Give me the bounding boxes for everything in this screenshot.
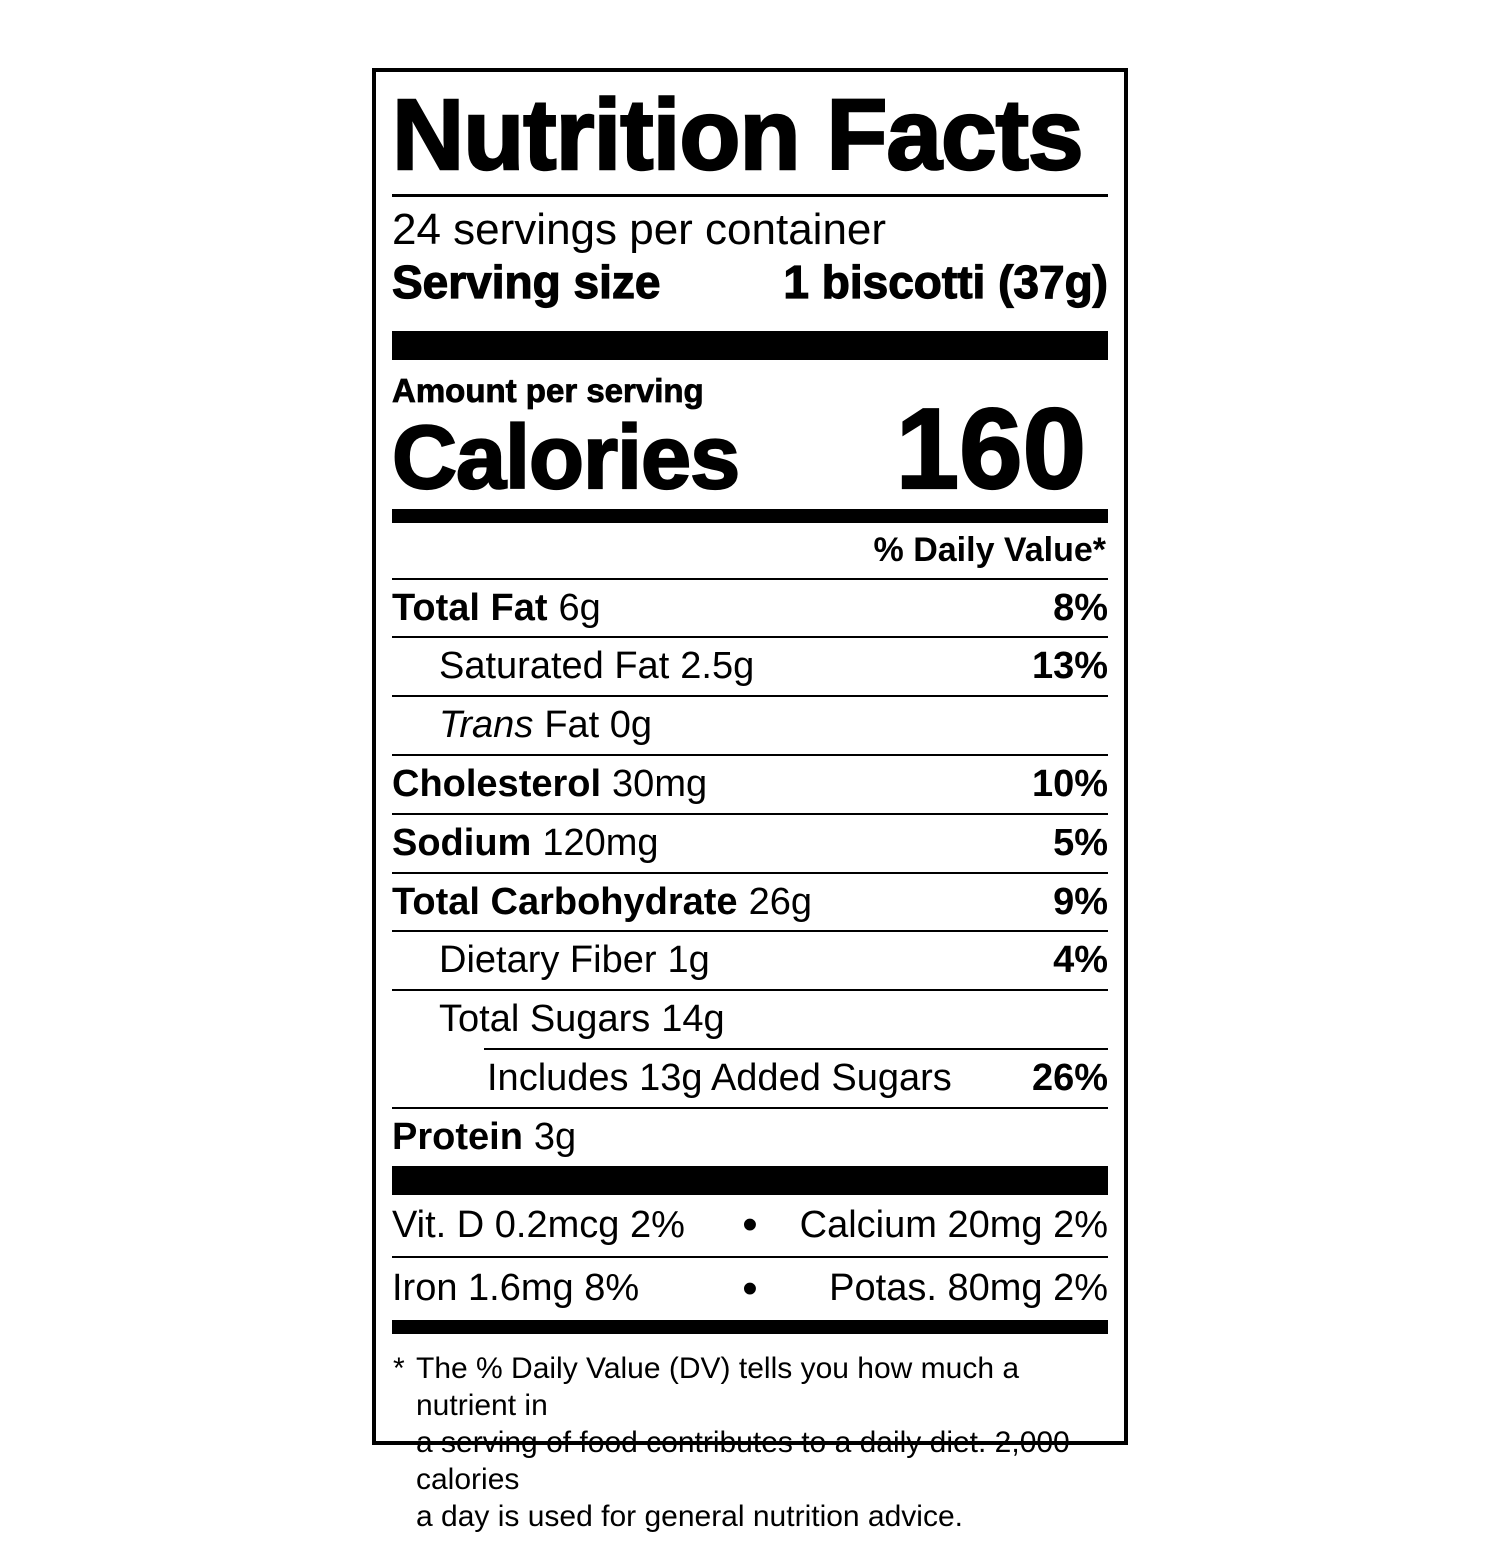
nutrient-amount: 26g [748, 880, 812, 923]
nutrient-amount: 30mg [612, 762, 708, 805]
nutrient-daily-value: 9% [1053, 880, 1108, 923]
nutrient-amount: 6g [558, 586, 601, 629]
nutrient-row: Trans Fat 0g [392, 697, 1108, 754]
calories-label: Calories [391, 408, 741, 509]
footnote-line: The % Daily Value (DV) tells you how muc… [416, 1352, 1020, 1423]
nutrient-daily-value: 10% [1031, 762, 1108, 805]
nutrient-row: Dietary Fiber 1g 4% [392, 932, 1108, 989]
nutrient-name: Saturated Fat [439, 645, 670, 688]
nutrient-daily-value: 4% [1053, 939, 1108, 982]
nutrient-rule [484, 1047, 1108, 1050]
nutrient-amount: 3g [533, 1115, 577, 1158]
servings-per-container: 24 servings per container [392, 205, 887, 254]
serving-size-row: Serving size 1 biscotti (37g) [391, 255, 1109, 308]
micronutrient-right-value: Potas. 80mg 2% [829, 1267, 1108, 1310]
nutrient-rule [392, 930, 1108, 933]
nutrient-row: Includes 13g Added Sugars 26% [392, 1050, 1108, 1107]
nutrient-row: Total Fat 6g 8% [392, 580, 1108, 637]
nutrient-name: Total Sugars [439, 998, 651, 1041]
nutrient-amount: Fat 0g [544, 704, 653, 747]
nutrient-row: Protein 3g [392, 1109, 1108, 1166]
nutrient-daily-value: 8% [1053, 586, 1108, 629]
nutrient-name: Cholesterol [392, 762, 602, 805]
footnote: * The % Daily Value (DV) tells you how m… [392, 1350, 1108, 1535]
nutrient-amount: 1g [667, 939, 710, 982]
nutrient-name: Trans [439, 704, 534, 747]
daily-value-header: % Daily Value* [873, 531, 1106, 570]
micronutrient-rule [392, 1256, 1108, 1259]
nutrient-list: Total Fat 6g 8% Saturated Fat 2.5g 13% Trans Fa… [392, 580, 1108, 1166]
bullet-separator-icon: • [742, 1200, 758, 1250]
micronutrient-left-value: Iron 1.6mg 8% [392, 1267, 640, 1310]
nutrient-daily-value: 13% [1031, 645, 1108, 688]
micronutrient-left-value: Vit. D 0.2mcg 2% [392, 1203, 685, 1246]
amount-per-serving-label: Amount per serving [392, 372, 705, 410]
footnote-line: a day is used for general nutrition advi… [416, 1500, 963, 1534]
nutrient-rule [392, 695, 1108, 698]
micronutrient-row: Vit. D 0.2mcg 2% • Calcium 20mg 2% [392, 1195, 1108, 1257]
nutrient-name: Total Fat [392, 586, 548, 629]
nutrient-rule [392, 871, 1108, 874]
footnote-lines: The % Daily Value (DV) tells you how muc… [416, 1350, 1108, 1535]
nutrient-row: Total Carbohydrate 26g 9% [392, 874, 1108, 931]
nutrient-amount: 120mg [542, 821, 659, 864]
nutrient-row: Cholesterol 30mg 10% [392, 756, 1108, 813]
nutrient-name: Dietary Fiber [439, 939, 657, 982]
calories-row: Calories 160 [391, 386, 1108, 514]
nutrient-name: Protein [392, 1115, 523, 1158]
micronutrient-list: Vit. D 0.2mcg 2% • Calcium 20mg 2% Iron 1.6… [392, 1195, 1108, 1321]
nutrient-name: Total Carbohydrate [392, 880, 738, 923]
serving-size-value: 1 biscotti (37g) [783, 255, 1109, 308]
nutrient-rule [392, 812, 1108, 815]
micronutrient-row: Iron 1.6mg 8% • Potas. 80mg 2% [392, 1258, 1108, 1320]
serving-size-label: Serving size [391, 255, 661, 308]
nutrient-daily-value: 5% [1053, 821, 1108, 864]
nutrient-amount: 2.5g [680, 645, 755, 688]
thick-separator-top [392, 331, 1108, 361]
footnote-line: a serving of food contributes to a daily… [416, 1426, 1070, 1497]
medium-separator-calories [392, 509, 1108, 524]
footnote-asterisk: * [393, 1352, 405, 1386]
nutrient-rule [392, 989, 1108, 992]
nutrient-daily-value: 26% [1031, 1056, 1108, 1099]
nutrient-rule [392, 753, 1108, 756]
label-title: Nutrition Facts [391, 79, 1085, 191]
nutrient-row: Sodium 120mg 5% [392, 815, 1108, 872]
nutrient-row: Total Sugars 14g [392, 991, 1108, 1048]
nutrient-rule [392, 636, 1108, 639]
nutrient-row: Saturated Fat 2.5g 13% [392, 638, 1108, 695]
nutrient-name: Sodium [392, 821, 532, 864]
nutrient-amount: 14g [661, 998, 725, 1041]
bullet-separator-icon: • [742, 1264, 758, 1314]
thick-separator-bottom [392, 1165, 1108, 1195]
nutrient-name: Includes 13g Added Sugars [487, 1056, 952, 1099]
micronutrient-right-value: Calcium 20mg 2% [799, 1203, 1108, 1246]
medium-separator-footnote [392, 1320, 1108, 1335]
nutrition-facts-label: Nutrition Facts 24 servings per containe… [372, 68, 1128, 1533]
header-rule [392, 577, 1108, 580]
nutrient-rule [392, 1106, 1108, 1109]
title-rule [392, 194, 1108, 197]
calories-value: 160 [895, 386, 1087, 514]
